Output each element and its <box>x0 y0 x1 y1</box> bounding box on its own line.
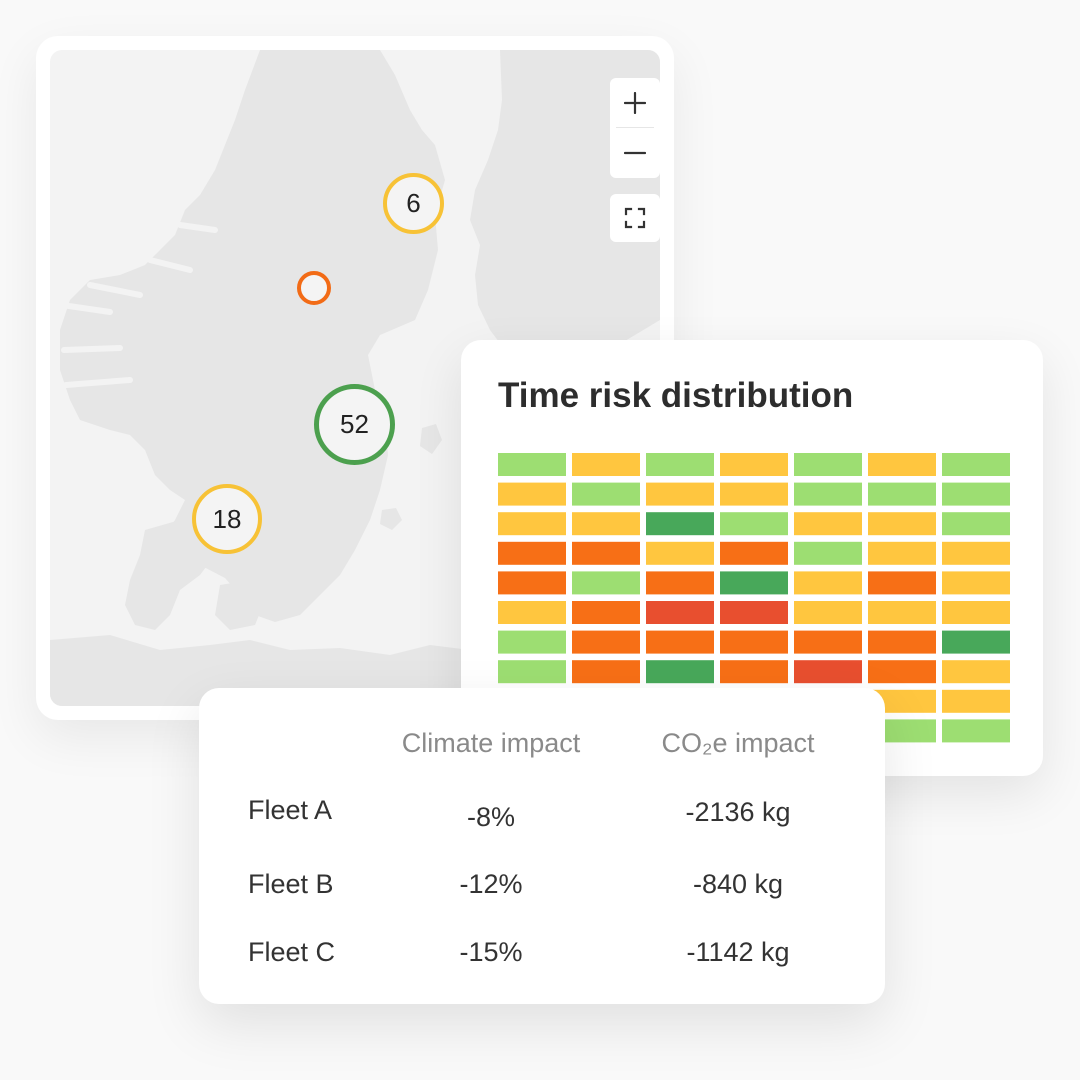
impact-table-card: Climate impact CO₂e impact Fleet A -8% -… <box>199 688 885 1004</box>
heatmap-cell <box>498 571 566 595</box>
climate-impact-header: Climate impact <box>401 728 581 758</box>
heatmap-cell <box>646 453 714 476</box>
heatmap-cell <box>794 630 862 654</box>
co2e-impact-value: -2136 kg <box>685 797 791 827</box>
heatmap-cell <box>794 512 862 536</box>
heatmap-cell <box>794 601 862 624</box>
heatmap-cell <box>720 512 788 536</box>
plus-icon <box>624 91 646 114</box>
heatmap-cell <box>942 512 1010 536</box>
heatmap-cell <box>868 660 936 684</box>
heatmap-cell <box>942 660 1010 684</box>
heatmap-cell <box>794 571 862 595</box>
heatmap-cell <box>868 630 936 654</box>
zoom-controls <box>610 78 660 178</box>
fullscreen-icon <box>624 207 646 229</box>
heatmap-cell <box>868 541 936 565</box>
heatmap-cell <box>942 630 1010 654</box>
heatmap-cell <box>794 660 862 684</box>
zoom-in-button[interactable] <box>610 78 660 127</box>
heatmap-cell <box>720 541 788 565</box>
heatmap-cell <box>646 512 714 536</box>
climate-impact-value: -12% <box>459 869 523 899</box>
map-marker[interactable] <box>297 271 331 305</box>
heatmap-cell <box>498 601 566 624</box>
map-cluster-52[interactable]: 52 <box>314 384 395 465</box>
co2e-impact-header: CO₂e impact <box>661 728 815 758</box>
heatmap-cell <box>498 512 566 536</box>
heatmap-cell <box>720 571 788 595</box>
heatmap-cell <box>498 541 566 565</box>
heatmap-cell <box>646 571 714 595</box>
map-cluster-18[interactable]: 18 <box>192 484 262 554</box>
heatmap-cell <box>868 453 936 476</box>
heatmap-cell <box>794 482 862 506</box>
heatmap-cell <box>720 630 788 654</box>
heatmap-cell <box>720 660 788 684</box>
heatmap-cell <box>572 453 640 476</box>
heatmap-cell <box>572 571 640 595</box>
map-cluster-6[interactable]: 6 <box>383 173 444 234</box>
heatmap-cell <box>720 482 788 506</box>
heatmap-cell <box>942 601 1010 624</box>
heatmap-cell <box>646 630 714 654</box>
heatmap-cell <box>868 719 936 743</box>
heatmap-cell <box>868 512 936 536</box>
heatmap-cell <box>868 482 936 506</box>
cluster-count: 6 <box>406 188 421 218</box>
heatmap-cell <box>942 453 1010 476</box>
heatmap-cell <box>942 541 1010 565</box>
climate-impact-value: -8% <box>466 802 516 832</box>
heatmap-cell <box>720 601 788 624</box>
heatmap-cell <box>868 689 936 713</box>
heatmap-cell <box>868 571 936 595</box>
heatmap-cell <box>942 689 1010 713</box>
heatmap-cell <box>572 512 640 536</box>
fleet-label: Fleet C <box>248 937 336 967</box>
cluster-count: 52 <box>340 409 369 439</box>
heatmap-cell <box>794 453 862 476</box>
fullscreen-button[interactable] <box>610 194 660 242</box>
heatmap-cell <box>572 601 640 624</box>
heatmap-cell <box>498 482 566 506</box>
heatmap-cell <box>646 541 714 565</box>
co2e-impact-value: -1142 kg <box>686 937 790 967</box>
fleet-label: Fleet B <box>248 869 334 899</box>
heatmap-cell <box>868 601 936 624</box>
heatmap-cell <box>646 660 714 684</box>
heatmap-cell <box>498 660 566 684</box>
heatmap-cell <box>572 482 640 506</box>
heatmap-cell <box>942 719 1010 743</box>
climate-impact-value: -15% <box>459 937 523 967</box>
zoom-divider <box>616 127 654 128</box>
cluster-count: 18 <box>212 503 242 534</box>
heatmap-cell <box>498 453 566 476</box>
heatmap-cell <box>794 541 862 565</box>
heatmap-cell <box>572 630 640 654</box>
heatmap-cell <box>720 453 788 476</box>
heatmap-cell <box>942 482 1010 506</box>
heatmap-title: Time risk distribution <box>498 376 854 415</box>
heatmap-cell <box>646 482 714 506</box>
heatmap-cell <box>498 630 566 654</box>
heatmap-cell <box>646 601 714 624</box>
heatmap-cell <box>572 541 640 565</box>
heatmap-cell <box>942 571 1010 595</box>
zoom-out-button[interactable] <box>610 128 660 177</box>
co2e-impact-value: -840 kg <box>692 869 784 899</box>
heatmap-cell <box>572 660 640 684</box>
minus-icon <box>624 151 646 154</box>
fleet-label: Fleet A <box>248 795 333 825</box>
